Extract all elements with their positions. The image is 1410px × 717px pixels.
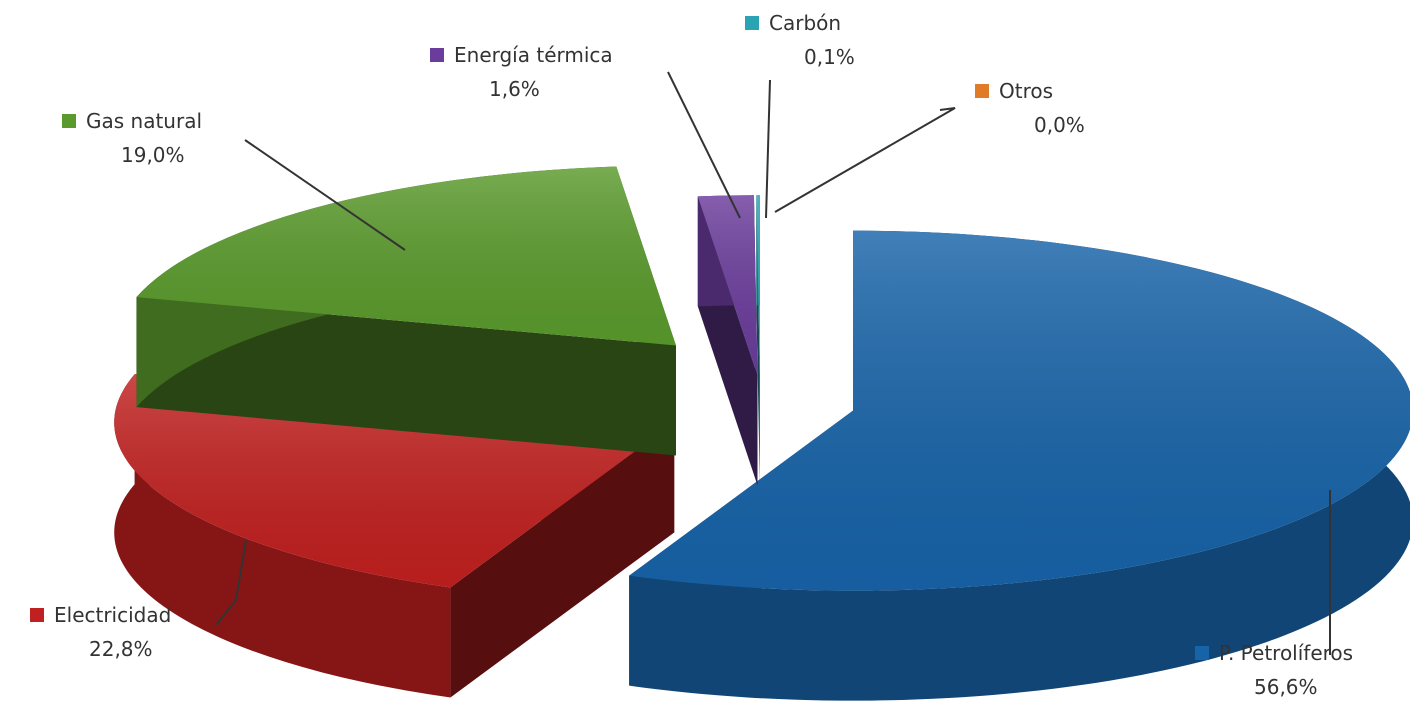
legend-swatch: [30, 608, 44, 622]
slice-value-label: 1,6%: [489, 77, 540, 101]
slice-value-label: 22,8%: [89, 637, 153, 661]
slice-p-petroliferos: [629, 230, 1410, 701]
slice-gas-natural: [136, 166, 676, 456]
slice-carbon: [756, 195, 760, 486]
slice-energia-termica: [697, 195, 758, 486]
slice-label: Otros: [999, 79, 1053, 103]
label-otros: Otros 0,0%: [975, 79, 1085, 137]
slice-value-label: 0,1%: [804, 45, 855, 69]
label-energia-termica: Energía térmica 1,6%: [430, 43, 613, 101]
slice-label: Electricidad: [54, 603, 171, 627]
label-carbon: Carbón 0,1%: [745, 11, 855, 69]
slice-label: Gas natural: [86, 109, 202, 133]
leader-line-energia-termica: [667, 71, 741, 219]
legend-swatch: [745, 16, 759, 30]
leader-line-otros: [774, 107, 956, 213]
slice-value-label: 19,0%: [121, 143, 185, 167]
slice-label: Carbón: [769, 11, 841, 35]
legend-swatch: [430, 48, 444, 62]
slices-layer: [114, 166, 1410, 701]
slice-label: P. Petrolíferos: [1219, 641, 1353, 665]
legend-swatch: [975, 84, 989, 98]
labels-layer: P. Petrolíferos 56,6% Electricidad 22,8% Gas…: [30, 11, 1353, 699]
leader-line-gas-natural: [244, 139, 406, 251]
leader-line-electricidad: [215, 539, 247, 626]
leader-line-carbon: [765, 79, 771, 219]
slice-highlight: [697, 195, 758, 376]
label-p-petroliferos: P. Petrolíferos 56,6%: [1195, 641, 1353, 699]
label-gas-natural: Gas natural 19,0%: [62, 109, 202, 167]
slice-highlight: [136, 166, 676, 346]
slice-highlight: [756, 195, 760, 376]
slice-label: Energía térmica: [454, 43, 613, 67]
slice-highlight: [629, 230, 1410, 591]
legend-swatch: [1195, 646, 1209, 660]
slice-value-label: 56,6%: [1254, 675, 1318, 699]
label-electricidad: Electricidad 22,8%: [30, 603, 171, 661]
leader-lines: [215, 71, 1331, 655]
legend-swatch: [62, 114, 76, 128]
slice-wall: [114, 374, 451, 698]
slice-value-label: 0,0%: [1034, 113, 1085, 137]
slice-side: [136, 297, 676, 456]
